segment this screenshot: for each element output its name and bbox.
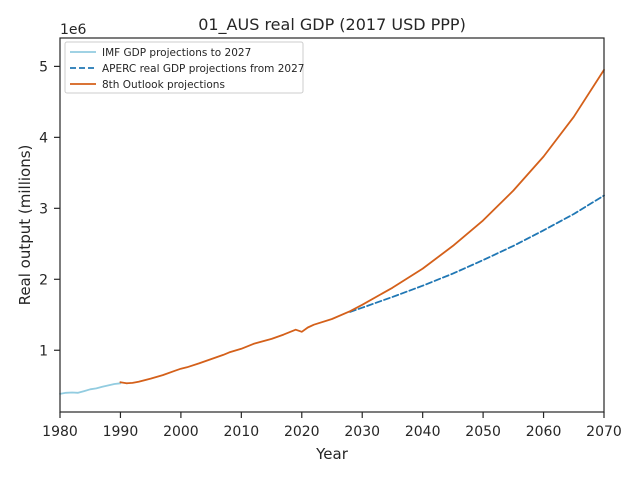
y-axis-label: Real output (millions): [16, 145, 34, 306]
y-tick-label: 1: [39, 343, 48, 359]
x-tick-label: 2020: [284, 424, 320, 440]
chart-title: 01_AUS real GDP (2017 USD PPP): [198, 15, 466, 35]
series-line-1: [59, 382, 122, 395]
series-layer: [59, 69, 605, 395]
x-tick-label: 2070: [586, 424, 622, 440]
y-tick-label: 5: [39, 59, 48, 75]
series-line-3: [119, 69, 605, 385]
legend-entry-label: APERC real GDP projections from 2027: [102, 63, 304, 75]
y-offset-text: 1e6: [60, 22, 87, 38]
series-line-2: [349, 194, 605, 313]
legend-entry-label: 8th Outlook projections: [102, 79, 225, 91]
x-axis-label: Year: [315, 445, 349, 463]
x-tick-label: 2040: [405, 424, 441, 440]
y-axis: 1 2 3 4 5: [39, 59, 60, 359]
x-tick-label: 1990: [103, 424, 139, 440]
legend-box: [64, 41, 304, 94]
x-tick-label: 2000: [163, 424, 199, 440]
y-tick-label: 3: [39, 201, 48, 217]
x-tick-label: 2010: [224, 424, 260, 440]
y-tick-label: 4: [39, 130, 48, 146]
x-tick-label: 2030: [344, 424, 380, 440]
x-tick-label: 2060: [526, 424, 562, 440]
legend: IMF GDP projections to 2027 APERC real GD…: [64, 41, 304, 94]
plot-frame: [59, 37, 605, 413]
legend-entry-label: IMF GDP projections to 2027: [102, 47, 251, 59]
x-tick-label: 1980: [42, 424, 78, 440]
y-tick-label: 2: [39, 272, 48, 288]
x-axis: 1980 1990 2000 2010 2020 2030 2040 2050 2060 2070: [42, 412, 622, 440]
x-tick-label: 2050: [465, 424, 501, 440]
